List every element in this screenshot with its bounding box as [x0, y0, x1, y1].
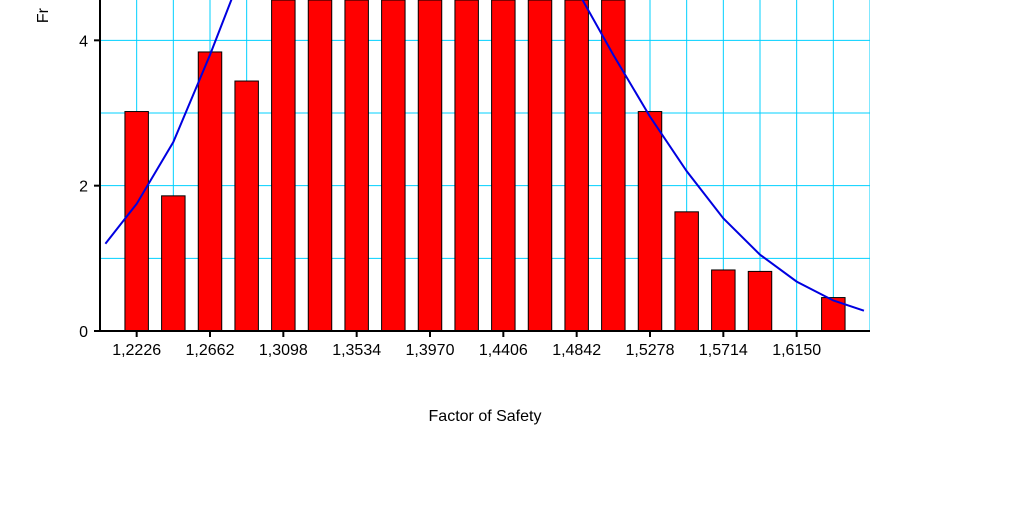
x-tick-label: 1,5714: [699, 342, 748, 359]
histogram-bar: [638, 112, 661, 331]
histogram-bar: [198, 52, 221, 331]
histogram-bar: [748, 271, 771, 331]
histogram-bar: [308, 0, 331, 331]
histogram-bar: [418, 0, 441, 331]
histogram-bar: [602, 0, 625, 331]
x-tick-label: 1,3098: [259, 342, 308, 359]
y-axis-title-partial: Fr: [35, 7, 52, 23]
histogram-bar: [675, 212, 698, 331]
histogram-bar: [162, 196, 185, 331]
x-tick-label: 1,3970: [406, 342, 455, 359]
histogram-bar: [382, 0, 405, 331]
x-tick-label: 1,3534: [332, 342, 381, 359]
histogram-bar: [492, 0, 515, 331]
x-tick-label: 1,4406: [479, 342, 528, 359]
histogram-bar: [712, 270, 735, 331]
y-tick-label: 0: [79, 324, 88, 341]
histogram-bar: [345, 0, 368, 331]
x-tick-label: 1,4842: [552, 342, 601, 359]
histogram-bar: [565, 0, 588, 331]
x-tick-label: 1,2662: [186, 342, 235, 359]
x-tick-label: 1,6150: [772, 342, 821, 359]
histogram-chart: 1,2226 1,2662 1,3098 1,3534 1,3970 1,4406 1,48…: [0, 0, 1024, 512]
histogram-bar: [455, 0, 478, 331]
chart-svg: 1,2226 1,2662 1,3098 1,3534 1,3970 1,4406 1,48…: [0, 0, 1024, 512]
histogram-bar: [528, 0, 551, 331]
y-tick-label: 2: [79, 179, 88, 196]
histogram-bar: [272, 0, 295, 331]
histogram-bar: [125, 112, 148, 331]
x-tick-label: 1,5278: [626, 342, 675, 359]
x-tick-label: 1,2226: [112, 342, 161, 359]
histogram-bar: [235, 81, 258, 331]
y-tick-label: 4: [79, 33, 88, 50]
x-axis-title: Factor of Safety: [429, 408, 542, 425]
